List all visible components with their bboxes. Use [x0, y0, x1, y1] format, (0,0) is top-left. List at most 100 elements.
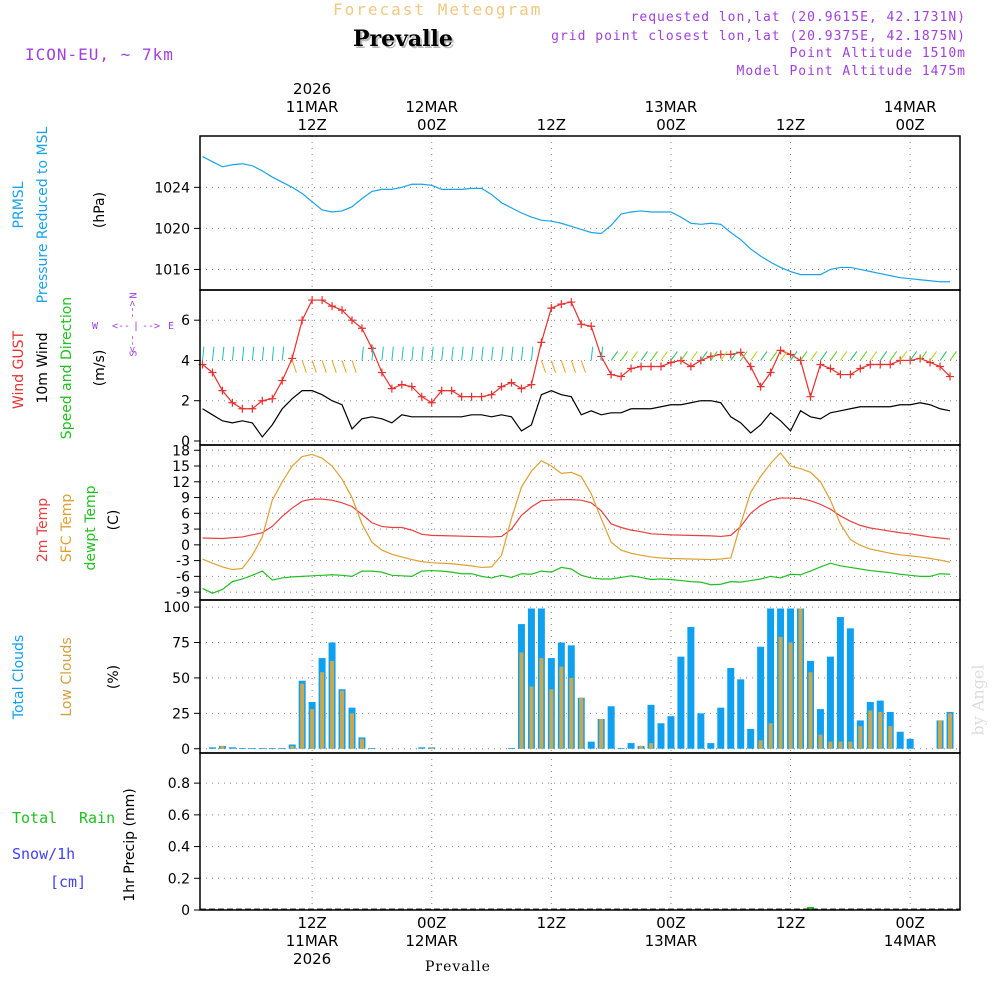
- wind-direction-arrow: [421, 346, 424, 361]
- gust-marker: [567, 298, 576, 307]
- wind-direction-arrow: [351, 360, 357, 373]
- wind-direction-arrow: [670, 351, 678, 361]
- total-cloud-bar: [248, 748, 256, 749]
- wind-direction-arrow: [899, 351, 908, 361]
- gust-marker: [357, 324, 366, 333]
- y-tick-label: 9: [181, 491, 190, 507]
- gust-marker: [367, 344, 376, 353]
- gust-marker: [497, 382, 506, 391]
- sfc-temp-line: [202, 451, 951, 571]
- top-time-label: 00Z: [417, 116, 446, 134]
- wind-direction-arrow: [471, 346, 474, 361]
- gridpoint-coords: grid point closest lon,lat (20.9375E, 42…: [551, 29, 966, 44]
- total-cloud-bar: [627, 743, 635, 749]
- requested-coords: requested lon,lat (20.9615E, 42.1731N): [630, 10, 966, 25]
- wind-direction-arrow: [909, 351, 918, 361]
- total-cloud-bar: [667, 716, 675, 749]
- gust-marker: [258, 396, 267, 405]
- y-tick-label: 0.2: [168, 871, 190, 887]
- y-tick-label: -9: [176, 585, 190, 601]
- location-title: Prevalle: [353, 26, 453, 52]
- wind-direction-arrow: [281, 346, 285, 361]
- wind-direction-arrow: [640, 351, 648, 361]
- gust-marker: [637, 362, 646, 371]
- wind10-line: [202, 390, 951, 438]
- wind-direction-arrow: [740, 351, 748, 361]
- gust-marker: [268, 394, 277, 403]
- wind-direction-arrow: [271, 346, 275, 361]
- low-cloud-bar: [858, 726, 863, 749]
- wind-direction-arrow: [680, 351, 688, 361]
- model-name: ICON-EU, ~ 7km: [25, 45, 174, 64]
- compass-west: W: [92, 321, 99, 332]
- y-tick-label: -3: [176, 554, 190, 570]
- wind-direction-arrow: [371, 346, 374, 361]
- gust-marker: [447, 386, 456, 395]
- gust-marker: [816, 360, 825, 369]
- total-cloud-bar: [208, 747, 216, 749]
- wind-direction-arrow: [251, 346, 255, 361]
- gust-marker: [377, 368, 386, 377]
- bottom-time-label: 14MAR: [884, 932, 937, 950]
- gust-marker: [547, 304, 556, 313]
- rain-label-rain: Rain: [79, 809, 116, 827]
- gust-marker: [218, 386, 227, 395]
- gust-marker: [776, 346, 785, 355]
- snow-unit-label: [cm]: [50, 873, 87, 891]
- gust-marker: [826, 364, 835, 373]
- wind-direction-arrow: [630, 351, 638, 361]
- gust-marker: [397, 380, 406, 389]
- gust-marker: [627, 364, 636, 373]
- low-cloud-bar: [519, 652, 524, 749]
- total-cloud-bar: [816, 709, 824, 749]
- y-tick-label: 12: [172, 475, 190, 491]
- total-cloud-bar: [906, 738, 914, 749]
- gust-marker: [856, 364, 865, 373]
- wind-direction-arrow: [869, 351, 878, 361]
- low-cloud-bar: [878, 711, 883, 749]
- gust-marker: [577, 320, 586, 329]
- wind-direction-arrow: [800, 351, 808, 361]
- chart-subtitle: Forecast Meteogram: [333, 0, 543, 19]
- top-time-label: 12Z: [537, 116, 566, 134]
- wind-direction-arrow: [501, 346, 504, 361]
- gust-marker: [238, 404, 247, 413]
- low-cloud-bar: [768, 723, 773, 749]
- total-cloud-bar: [238, 748, 246, 749]
- low-cloud-bar: [320, 672, 325, 749]
- y-tick-label: 1020: [154, 221, 190, 237]
- low-cloud-bar: [828, 741, 833, 749]
- gust-marker: [846, 370, 855, 379]
- gust-marker: [786, 350, 795, 359]
- wind-direction-arrow: [949, 351, 957, 361]
- total-cloud-bar: [727, 668, 735, 749]
- wind-direction-arrow: [720, 351, 728, 361]
- wind-direction-arrow: [760, 351, 768, 361]
- wind-direction-arrow: [301, 360, 307, 373]
- gust-marker: [946, 372, 955, 381]
- total-cloud-bar: [846, 628, 854, 749]
- wind-direction-arrow: [540, 360, 547, 373]
- y-tick-label: 0.4: [168, 840, 190, 856]
- gust-marker: [517, 384, 526, 393]
- total-cloud-bar: [826, 656, 834, 749]
- low-cloud-bar: [838, 741, 843, 749]
- gust-marker: [936, 362, 945, 371]
- top-time-label: 2026: [293, 80, 331, 98]
- wind-direction-arrow: [441, 346, 444, 361]
- compass-arrow-left: <--: [112, 321, 131, 332]
- wind-direction-arrow: [321, 360, 327, 373]
- wind-direction-arrow: [580, 360, 586, 373]
- y-tick-label: 0: [181, 903, 190, 919]
- top-time-label: 12MAR: [405, 98, 458, 116]
- gust-marker: [686, 362, 695, 371]
- wind-direction-arrow: [201, 346, 205, 361]
- total-cloud-bar: [228, 747, 236, 749]
- top-time-label: 14MAR: [884, 98, 937, 116]
- bottom-time-label: 2026: [293, 950, 331, 968]
- wind-direction-arrow: [939, 351, 947, 361]
- y-tick-label: 2: [181, 394, 190, 410]
- gust-marker: [607, 370, 616, 379]
- top-time-label: 00Z: [895, 116, 924, 134]
